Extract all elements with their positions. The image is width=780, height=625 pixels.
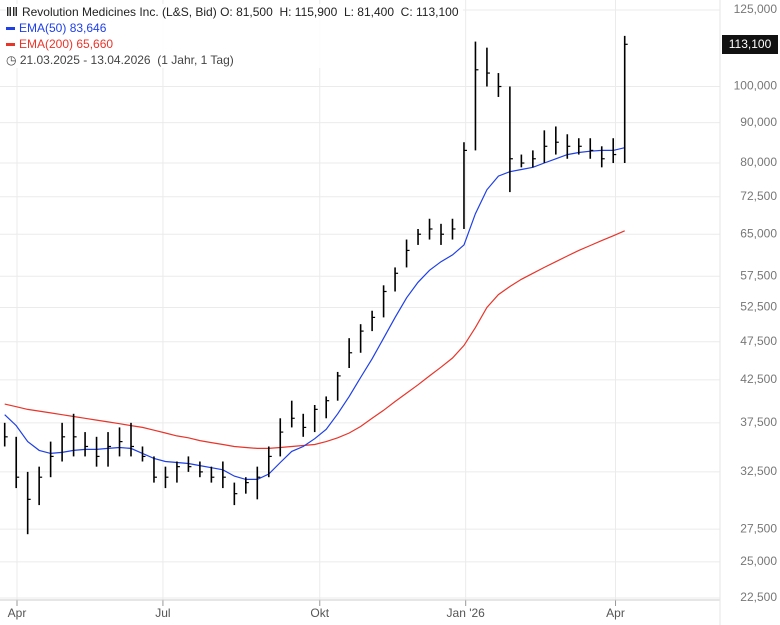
- y-tick-label: 42,500: [740, 372, 777, 386]
- x-tick-label: Jul: [155, 606, 170, 620]
- legend-value: 65,660: [76, 37, 114, 51]
- legend-name: EMA(50): [19, 21, 67, 35]
- swatch: [6, 43, 15, 47]
- y-tick-label: 100,000: [734, 79, 778, 93]
- swatch: [6, 27, 15, 31]
- legend-name: EMA(200): [19, 37, 74, 51]
- ema-line: [4, 230, 625, 449]
- x-tick-label: Apr: [8, 606, 27, 620]
- clock-icon: ◷: [6, 53, 17, 67]
- y-tick-label: 80,000: [740, 155, 777, 169]
- y-tick-label: 25,000: [740, 554, 777, 568]
- y-tick-label: 32,500: [740, 464, 777, 478]
- y-tick-label: 52,500: [740, 300, 777, 314]
- x-tick-label: Okt: [310, 606, 329, 620]
- legend-title: Revolution Medicines Inc. (L&S, Bid): [21, 5, 217, 19]
- y-tick-label: 37,500: [740, 415, 777, 429]
- x-tick-label: Apr: [606, 606, 625, 620]
- y-tick-label: 22,500: [740, 590, 777, 604]
- y-tick-label: 125,000: [734, 2, 778, 16]
- ohlc: O: 81,500: [220, 5, 273, 19]
- y-tick-label: 27,500: [740, 521, 777, 535]
- legend: ‖‖ Revolution Medicines Inc. (L&S, Bid) O…: [6, 4, 463, 68]
- last-price-box: [722, 35, 778, 54]
- legend-row: EMA(50) 83,646: [6, 20, 459, 36]
- last-price-label: 113,100: [729, 37, 772, 51]
- legend-row: ◷ 21.03.2025 - 13.04.2026 (1 Jahr, 1 Tag…: [6, 52, 459, 68]
- y-tick-label: 65,000: [740, 226, 777, 240]
- bars-icon: ‖‖: [6, 5, 18, 19]
- ohlc: H: 115,900: [279, 5, 338, 19]
- y-tick-label: 72,500: [740, 189, 777, 203]
- marks: [3, 35, 628, 535]
- x-tick-label: Jan '26: [447, 606, 486, 620]
- y-tick-label: 90,000: [740, 115, 777, 129]
- y-tick-label: 47,500: [740, 334, 777, 348]
- ohlc: C: 113,100: [400, 5, 459, 19]
- legend-row: EMA(200) 65,660: [6, 36, 459, 52]
- legend-value: 83,646: [69, 21, 107, 35]
- legend-row: ‖‖ Revolution Medicines Inc. (L&S, Bid) O…: [6, 4, 459, 20]
- date-range: 21.03.2025 - 13.04.2026: [19, 53, 151, 67]
- ohlc: L: 81,400: [343, 5, 394, 19]
- period: (1 Jahr, 1 Tag): [157, 53, 234, 67]
- y-tick-label: 57,500: [740, 268, 777, 282]
